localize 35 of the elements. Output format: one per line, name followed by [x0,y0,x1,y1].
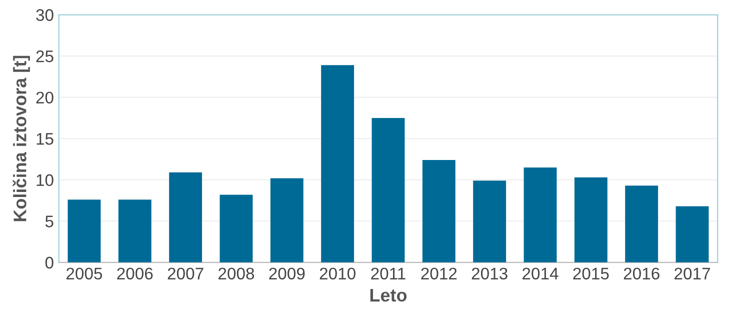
x-tick-label: 2007 [168,268,204,280]
y-tick-label: 0 [45,256,54,269]
bar [372,118,405,262]
bar [676,206,709,262]
x-tick-label: 2016 [624,268,660,280]
bar [270,178,304,262]
x-tick-label: 2014 [522,268,558,280]
bar [524,167,557,262]
x-tick-label: 2010 [320,268,356,280]
y-tick-label: 30 [36,9,54,21]
bar [574,177,608,262]
bar [422,160,456,262]
y-tick-label: 15 [36,133,54,145]
bar [220,194,253,262]
x-axis-title: Leto [370,289,407,302]
bar [118,200,152,262]
bar [321,65,354,262]
x-tick-label: 2012 [421,268,457,280]
x-tick-label: 2009 [269,268,305,280]
x-tick-label: 2015 [573,268,609,280]
bar [625,186,658,262]
x-tick-label: 2006 [117,268,153,280]
y-tick-label: 10 [36,174,54,186]
bar [169,172,202,262]
x-tick-label: 2017 [674,268,710,280]
x-tick-label: 2008 [218,268,254,280]
x-tick-label: 2013 [472,268,508,280]
y-tick-label: 20 [36,92,54,104]
x-tick-label: 2005 [66,268,102,280]
bar [68,200,101,262]
y-axis-title: Količina iztovora [t] [12,56,30,222]
bar [473,180,506,262]
x-tick-label: 2011 [371,268,406,280]
y-tick-label: 5 [45,216,54,228]
y-tick-label: 25 [36,50,54,62]
